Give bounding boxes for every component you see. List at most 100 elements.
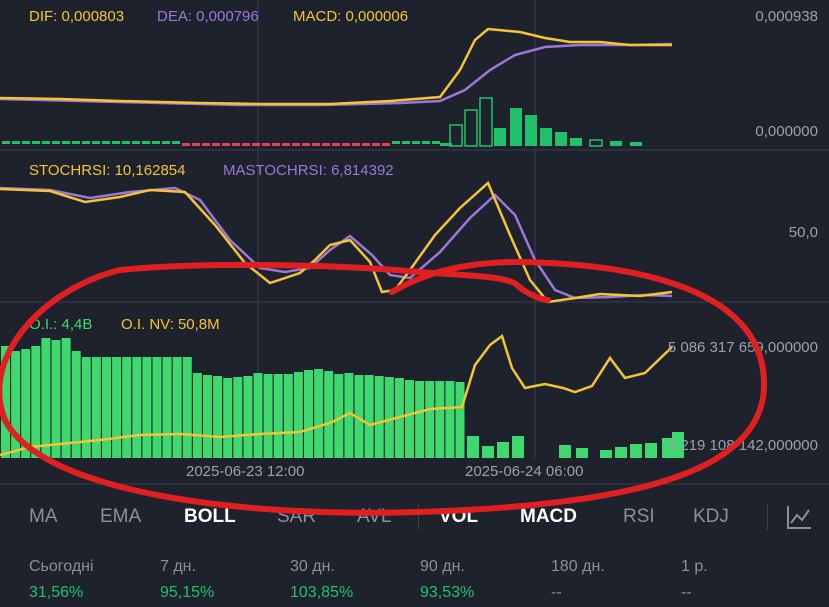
macd-hist-bar [342,143,350,146]
macd-hist-bar [332,143,340,146]
macd-hist-bar [252,143,260,146]
perf-today: Сьогодні 31,56% [29,558,94,602]
macd-hist-bar [292,143,300,146]
macd-hist-bar [432,141,440,144]
oi-bar [314,369,324,458]
macd-hist-bar [362,143,370,146]
macd-hist-bar [232,143,240,146]
oi-bar [91,357,101,458]
perf-label: 7 дн. [160,558,196,575]
macd-hist-bar [352,143,360,146]
macd-hist-bar [42,141,50,144]
stochrsi-legend: STOCHRSI: 10,162854 [29,162,186,179]
macd-hist-bar [112,141,120,144]
macd-hist-bar [630,142,642,146]
oi-bar [497,442,509,458]
perf-label: 90 дн. [420,558,465,575]
tab-rsi[interactable]: RSI [623,506,655,527]
macd-hist-bar [464,109,478,147]
tab-sar[interactable]: SAR [277,506,317,527]
dea-line [0,42,673,107]
perf-30d: 30 дн. 103,85% [290,558,353,602]
oi-bar [415,381,425,458]
oi-bar [1,346,10,458]
macd-hist-bar [132,141,140,144]
oi-bar [223,378,233,458]
macd-histogram [2,97,642,147]
oi-bar [435,381,445,458]
oi-bar [304,370,313,458]
indicator-chart[interactable] [0,0,829,485]
perf-value: 95,15% [160,584,215,601]
time-label-2: 2025-06-24 06:00 [465,463,584,480]
oi-bar [600,450,612,458]
oi-bar [11,351,21,458]
perf-label: 30 дн. [290,558,335,575]
perf-value: 93,53% [420,584,475,601]
tab-avl[interactable]: AVL [357,506,392,527]
oi-bar [172,357,182,458]
macd-hist-bar [162,141,170,144]
time-label-1: 2025-06-23 12:00 [186,463,305,480]
tab-macd[interactable]: MACD [520,506,577,527]
oi-bar [374,376,384,458]
oi-bar [364,375,374,458]
tab-divider [418,504,419,530]
macd-hist-bar [610,141,622,146]
tab-ma[interactable]: MA [29,506,58,527]
oi-bar [122,357,132,458]
macd-hist-bar [102,141,110,144]
macd-hist-bar [312,143,320,146]
tab-ema[interactable]: EMA [100,506,142,527]
oi-bar [384,377,394,458]
oi-bar [112,357,122,458]
tab-vol[interactable]: VOL [439,506,479,527]
macd-hist-bar [510,108,522,146]
macd-hist-bar [555,132,567,146]
macd-hist-bar [2,141,10,144]
macd-hist-bar [440,143,452,146]
oi-bar [213,376,223,458]
macd-hist-bar [272,143,280,146]
line-chart-icon[interactable] [784,502,814,532]
perf-1y: 1 р. -- [681,558,708,602]
macd-hist-bar [222,143,230,146]
perf-7d: 7 дн. 95,15% [160,558,214,602]
macd-axis-top: 0,000938 [755,8,818,25]
perf-value: -- [681,584,692,601]
macd-hist-bar [525,115,537,146]
stoch-axis-mid: 50,0 [788,224,818,241]
oi-bar [61,338,71,458]
tab-kdj[interactable]: KDJ [693,506,729,527]
oi-bar [324,371,334,458]
oi-bar [233,377,243,458]
oi-bar [445,381,455,458]
macd-hist-bar [302,143,310,146]
macd-hist-bar [192,143,200,146]
tab-boll[interactable]: BOLL [184,506,236,527]
mastochrsi-legend: MASTOCHRSI: 6,814392 [223,162,394,179]
perf-value: -- [551,584,562,601]
macd-hist-bar [412,141,420,144]
macd-hist-bar [122,141,130,144]
perf-label: 180 дн. [551,558,605,575]
macd-hist-bar [262,143,270,146]
perf-180d: 180 дн. -- [551,558,605,602]
macd-hist-bar [12,141,20,144]
macd-hist-bar [172,141,180,144]
oi-bar [630,444,642,458]
perf-label: Сьогодні [29,558,94,575]
oi-bar [273,374,283,458]
macd-hist-bar [392,141,400,144]
oi-axis-bottom: 4 219 108 142,000000 [667,437,818,454]
oi-bar [576,448,588,458]
perf-value: 31,56% [29,584,84,601]
oi-bar [283,374,293,458]
macd-hist-bar [142,141,150,144]
macd-hist-bar [449,124,463,147]
macd-hist-bar [282,143,290,146]
macd-hist-bar [92,141,100,144]
macd-hist-bar [322,143,330,146]
oi-bar [615,447,627,458]
macd-hist-bar [494,128,506,146]
